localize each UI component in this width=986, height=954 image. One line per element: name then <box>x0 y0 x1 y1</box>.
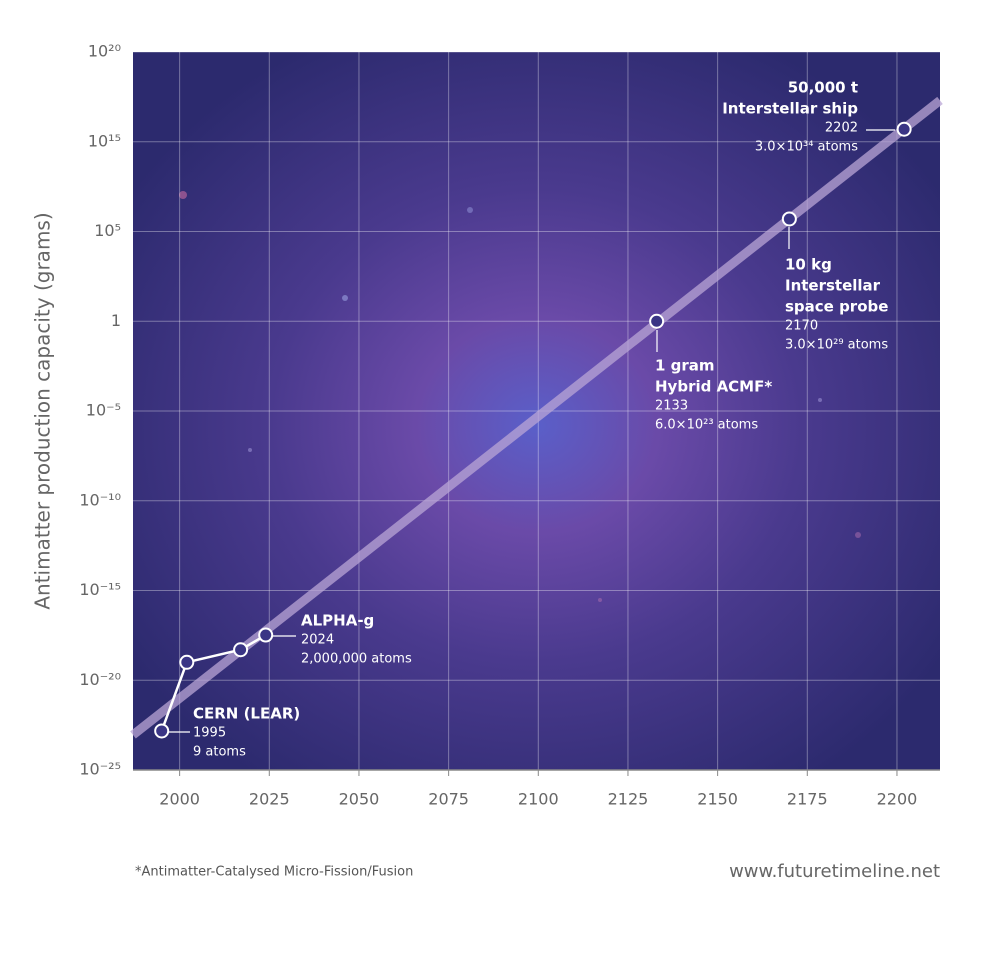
annotation-detail: 3.0×10³⁴ atoms <box>755 140 858 155</box>
annotation-year: 2170 <box>785 319 818 334</box>
annotation-label: Interstellar <box>785 277 881 295</box>
plot-background <box>133 52 940 770</box>
x-tick-label: 2000 <box>159 790 200 809</box>
source: www.futuretimeline.net <box>729 861 940 882</box>
y-tick-label: 10¹⁵ <box>88 131 121 150</box>
x-tick-label: 2100 <box>518 790 559 809</box>
data-point <box>258 627 274 643</box>
annotation-year: 2133 <box>655 399 688 414</box>
annotation-label: 50,000 t <box>788 79 858 97</box>
x-tick-label: 2200 <box>877 790 918 809</box>
annotation-label: Hybrid ACMF* <box>655 378 772 396</box>
annotation-detail: 6.0×10²³ atoms <box>655 418 758 433</box>
y-tick-label: 10⁻¹⁵ <box>79 580 121 599</box>
y-axis-label: Antimatter production capacity (grams) <box>31 212 55 609</box>
annotation-label: Interstellar ship <box>722 100 858 118</box>
x-tick-label: 2150 <box>697 790 738 809</box>
y-tick-label: 1 <box>111 311 121 330</box>
annotation-detail: 2,000,000 atoms <box>301 652 412 667</box>
annotation-year: 1995 <box>193 726 226 741</box>
annotation-detail: 9 atoms <box>193 745 246 760</box>
annotation-year: 2202 <box>825 121 858 136</box>
x-tick-label: 2075 <box>428 790 469 809</box>
annotation-year: 2024 <box>301 633 334 648</box>
data-point <box>179 654 195 670</box>
annotation-label: 10 kg <box>785 256 832 274</box>
x-tick-label: 2175 <box>787 790 828 809</box>
annotation-label: CERN (LEAR) <box>193 705 300 723</box>
y-tick-label: 10⁵ <box>94 221 121 240</box>
x-tick-label: 2025 <box>249 790 290 809</box>
y-tick-label: 10⁻²⁵ <box>79 760 121 779</box>
x-tick-label: 2125 <box>608 790 649 809</box>
data-point <box>649 313 665 329</box>
x-tick-label: 2050 <box>339 790 380 809</box>
footnote: *Antimatter-Catalysed Micro-Fission/Fusi… <box>135 865 413 880</box>
y-tick-label: 10⁻⁵ <box>86 401 121 420</box>
y-tick-label: 10⁻²⁰ <box>79 670 121 689</box>
annotation-label: 1 gram <box>655 357 715 375</box>
annotation-detail: 3.0×10²⁹ atoms <box>785 338 888 353</box>
data-point <box>233 642 249 658</box>
series-line <box>160 633 267 732</box>
data-point <box>154 723 170 739</box>
annotation-label: ALPHA-g <box>301 612 374 630</box>
y-tick-label: 10²⁰ <box>88 42 121 61</box>
annotation-label: space probe <box>785 298 888 316</box>
stars <box>179 191 861 602</box>
y-tick-label: 10⁻¹⁰ <box>79 490 121 509</box>
data-point <box>781 211 797 227</box>
data-point <box>896 121 912 137</box>
